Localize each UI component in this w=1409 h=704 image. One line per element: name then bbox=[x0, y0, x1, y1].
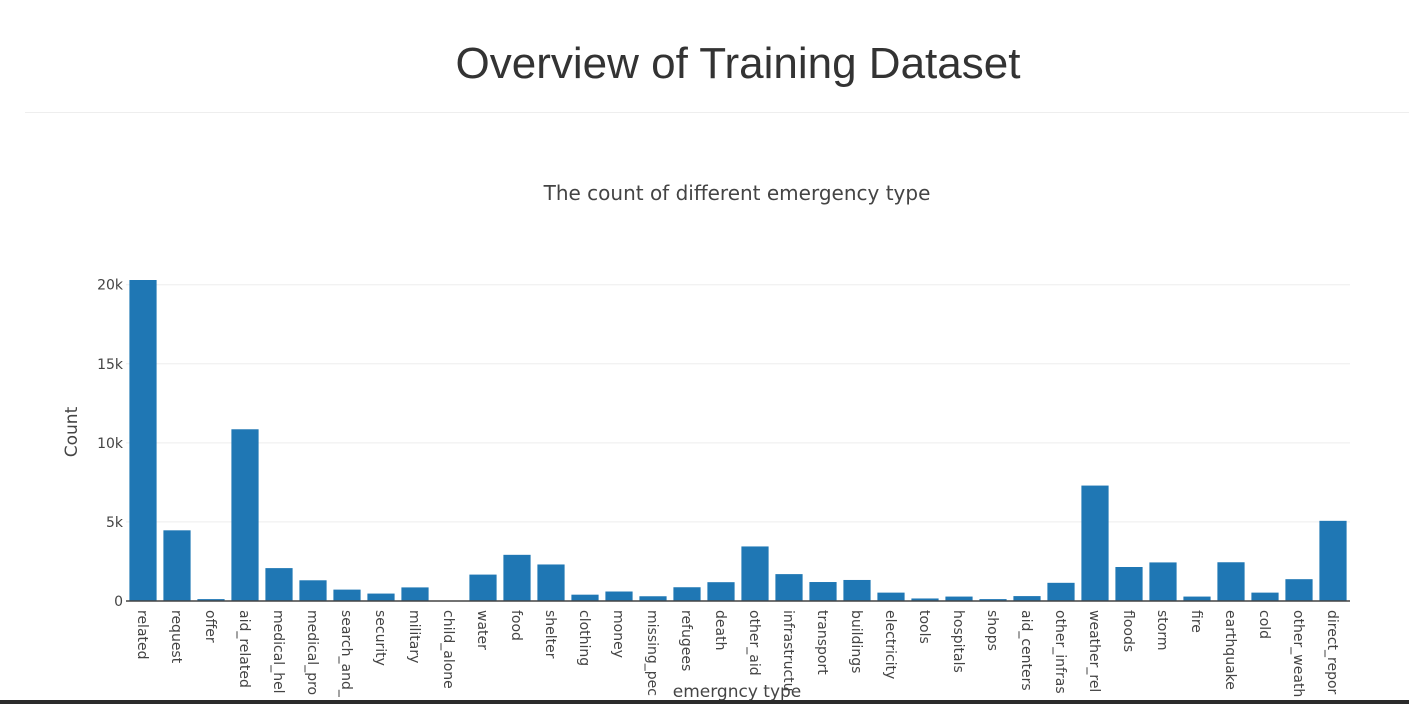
x-tick-label: medical_hel bbox=[270, 610, 286, 694]
bars bbox=[129, 280, 1347, 601]
bar-money[interactable] bbox=[605, 591, 633, 601]
bar-related[interactable] bbox=[129, 280, 157, 601]
x-tick-label: hospitals bbox=[950, 610, 966, 673]
y-axis-title: Count bbox=[62, 406, 82, 457]
x-tick-label: related bbox=[134, 610, 150, 660]
x-tick-label: offer bbox=[202, 610, 218, 643]
x-tick-label: request bbox=[168, 610, 184, 664]
bar-cold[interactable] bbox=[1251, 592, 1279, 601]
x-tick-label: security bbox=[372, 610, 388, 666]
x-tick-label: medical_pro bbox=[304, 610, 320, 695]
bar-floods[interactable] bbox=[1115, 567, 1143, 601]
bar-direct_repor[interactable] bbox=[1319, 520, 1347, 601]
bar-death[interactable] bbox=[707, 582, 735, 601]
x-tick-label: search_and_ bbox=[338, 610, 354, 698]
bar-search_and_[interactable] bbox=[333, 589, 361, 601]
bar-transport[interactable] bbox=[809, 582, 837, 601]
y-tick-label: 0 bbox=[114, 594, 123, 610]
bar-infrastructu[interactable] bbox=[775, 574, 803, 601]
x-tick-label: storm bbox=[1154, 610, 1170, 651]
x-tick-label: shelter bbox=[542, 610, 558, 659]
title-divider bbox=[25, 112, 1409, 113]
bar-aid_related[interactable] bbox=[231, 429, 259, 601]
bar-clothing[interactable] bbox=[571, 594, 599, 601]
x-tick-label: weather_rel bbox=[1086, 610, 1102, 692]
x-tick-label: money bbox=[610, 610, 626, 658]
x-tick-label: water bbox=[474, 610, 490, 650]
x-tick-label: other_infras bbox=[1052, 610, 1068, 694]
y-tick-label: 5k bbox=[106, 515, 124, 531]
x-tick-label: shops bbox=[984, 610, 1000, 651]
x-tick-label: fire bbox=[1188, 610, 1204, 633]
x-axis-title: emergncy type bbox=[673, 682, 802, 702]
bar-medical_hel[interactable] bbox=[265, 568, 293, 601]
bar-aid_centers[interactable] bbox=[1013, 596, 1041, 601]
x-tick-label: other_aid bbox=[746, 610, 762, 676]
page-title: Overview of Training Dataset bbox=[455, 39, 1021, 88]
x-tick-label: military bbox=[406, 610, 422, 663]
bar-offer[interactable] bbox=[197, 599, 225, 601]
bar-other_infras[interactable] bbox=[1047, 582, 1075, 601]
bar-shelter[interactable] bbox=[537, 564, 565, 601]
bar-hospitals[interactable] bbox=[945, 596, 973, 601]
bar-shops[interactable] bbox=[979, 599, 1007, 601]
x-tick-label: direct_repor bbox=[1324, 610, 1340, 695]
x-tick-label: missing_pec bbox=[644, 610, 660, 696]
bar-other_weath[interactable] bbox=[1285, 579, 1313, 601]
bar-buildings[interactable] bbox=[843, 579, 871, 601]
window-bottom-edge bbox=[0, 700, 1409, 704]
x-tick-label: refugees bbox=[678, 610, 694, 671]
bar-security[interactable] bbox=[367, 593, 395, 601]
bar-weather_rel[interactable] bbox=[1081, 485, 1109, 601]
x-tick-label: child_alone bbox=[440, 610, 456, 689]
bar-storm[interactable] bbox=[1149, 562, 1177, 601]
x-tick-label: electricity bbox=[882, 610, 898, 679]
bar-request[interactable] bbox=[163, 530, 191, 601]
bar-military[interactable] bbox=[401, 587, 429, 601]
x-tick-labels: related request offer aid_related medical_he… bbox=[134, 610, 1340, 698]
bar-medical_pro[interactable] bbox=[299, 580, 327, 601]
bar-other_aid[interactable] bbox=[741, 546, 769, 601]
y-tick-label: 20k bbox=[97, 278, 124, 294]
x-tick-label: aid_centers bbox=[1018, 610, 1034, 691]
x-tick-label: infrastructu bbox=[780, 610, 796, 692]
bar-refugees[interactable] bbox=[673, 587, 701, 601]
x-tick-label: aid_related bbox=[236, 610, 252, 688]
x-tick-label: death bbox=[712, 610, 728, 650]
x-tick-label: clothing bbox=[576, 610, 592, 666]
x-tick-label: earthquake bbox=[1222, 610, 1238, 690]
x-tick-label: cold bbox=[1256, 610, 1272, 639]
gridlines bbox=[126, 284, 1350, 523]
bar-fire[interactable] bbox=[1183, 596, 1211, 601]
bar-missing_pec[interactable] bbox=[639, 596, 667, 601]
x-tick-label: floods bbox=[1120, 610, 1136, 652]
x-tick-label: food bbox=[508, 610, 524, 641]
bar-electricity[interactable] bbox=[877, 592, 905, 601]
y-tick-label: 15k bbox=[97, 357, 124, 373]
x-tick-label: transport bbox=[814, 610, 830, 675]
x-tick-label: other_weath bbox=[1290, 610, 1306, 697]
x-tick-label: tools bbox=[916, 610, 932, 644]
x-tick-label: buildings bbox=[848, 610, 864, 673]
chart-title: The count of different emergency type bbox=[543, 181, 931, 205]
bar-earthquake[interactable] bbox=[1217, 562, 1245, 601]
bar-food[interactable] bbox=[503, 554, 531, 601]
y-tick-labels: 0 5k 10k 15k 20k bbox=[97, 278, 124, 610]
y-tick-label: 10k bbox=[97, 436, 124, 452]
bar-tools[interactable] bbox=[911, 598, 939, 601]
bar-water[interactable] bbox=[469, 574, 497, 601]
